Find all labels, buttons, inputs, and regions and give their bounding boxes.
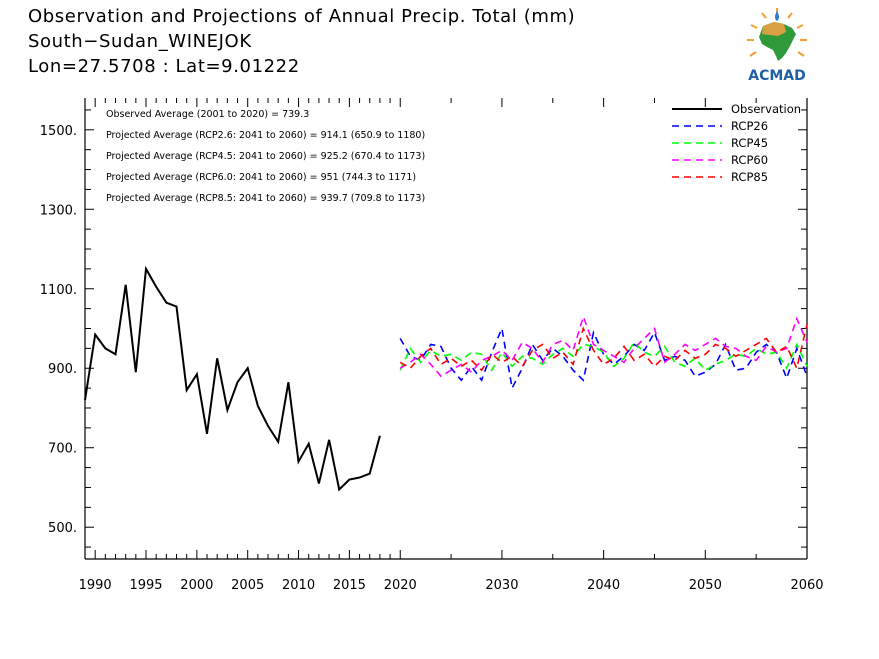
legend-label-observation: Observation <box>731 102 801 116</box>
stat-line: Projected Average (RCP2.6: 2041 to 2060)… <box>106 130 425 141</box>
stat-line: Projected Average (RCP4.5: 2041 to 2060)… <box>106 151 425 162</box>
logo-text: ACMAD <box>748 68 806 84</box>
series-line-rcp85 <box>399 324 808 372</box>
y-tick-label: 1100. <box>40 283 77 298</box>
stat-line: Projected Average (RCP8.5: 2041 to 2060)… <box>106 193 425 204</box>
x-tick-label: 2010 <box>282 578 315 593</box>
series-line-rcp26 <box>399 325 808 391</box>
y-tick-label: 700. <box>48 442 77 457</box>
x-tick-label: 2050 <box>689 578 722 593</box>
legend-label-rcp45: RCP45 <box>731 136 768 150</box>
location-name: South−Sudan_WINEJOK <box>28 31 252 52</box>
x-tick-label: 2030 <box>485 578 518 593</box>
y-tick-label: 900. <box>48 362 77 377</box>
y-tick-label: 500. <box>48 521 77 536</box>
x-tick-label: 1995 <box>129 578 162 593</box>
legend-label-rcp26: RCP26 <box>731 119 768 133</box>
africa-map-icon: ACMAD <box>747 8 807 84</box>
y-tick-label: 1500. <box>40 124 77 139</box>
stat-line: Projected Average (RCP6.0: 2041 to 2060)… <box>106 172 416 183</box>
x-tick-label: 2005 <box>231 578 264 593</box>
stat-line: Observed Average (2001 to 2020) = 739.3 <box>106 109 309 120</box>
chart-title: Observation and Projections of Annual Pr… <box>28 6 576 27</box>
location-coordinates: Lon=27.5708 : Lat=9.01222 <box>28 56 300 77</box>
x-tick-label: 2015 <box>333 578 366 593</box>
series-line-observation <box>84 265 381 492</box>
y-tick-label: 1300. <box>40 203 77 218</box>
series-line-rcp60 <box>399 314 808 378</box>
x-tick-label: 2040 <box>587 578 620 593</box>
legend-label-rcp85: RCP85 <box>731 170 768 184</box>
x-tick-label: 1990 <box>79 578 112 593</box>
x-tick-label: 2000 <box>180 578 213 593</box>
acmad-logo: ACMAD <box>736 6 818 86</box>
legend-label-rcp60: RCP60 <box>731 153 768 167</box>
x-tick-label: 2020 <box>384 578 417 593</box>
x-tick-label: 2060 <box>790 578 823 593</box>
